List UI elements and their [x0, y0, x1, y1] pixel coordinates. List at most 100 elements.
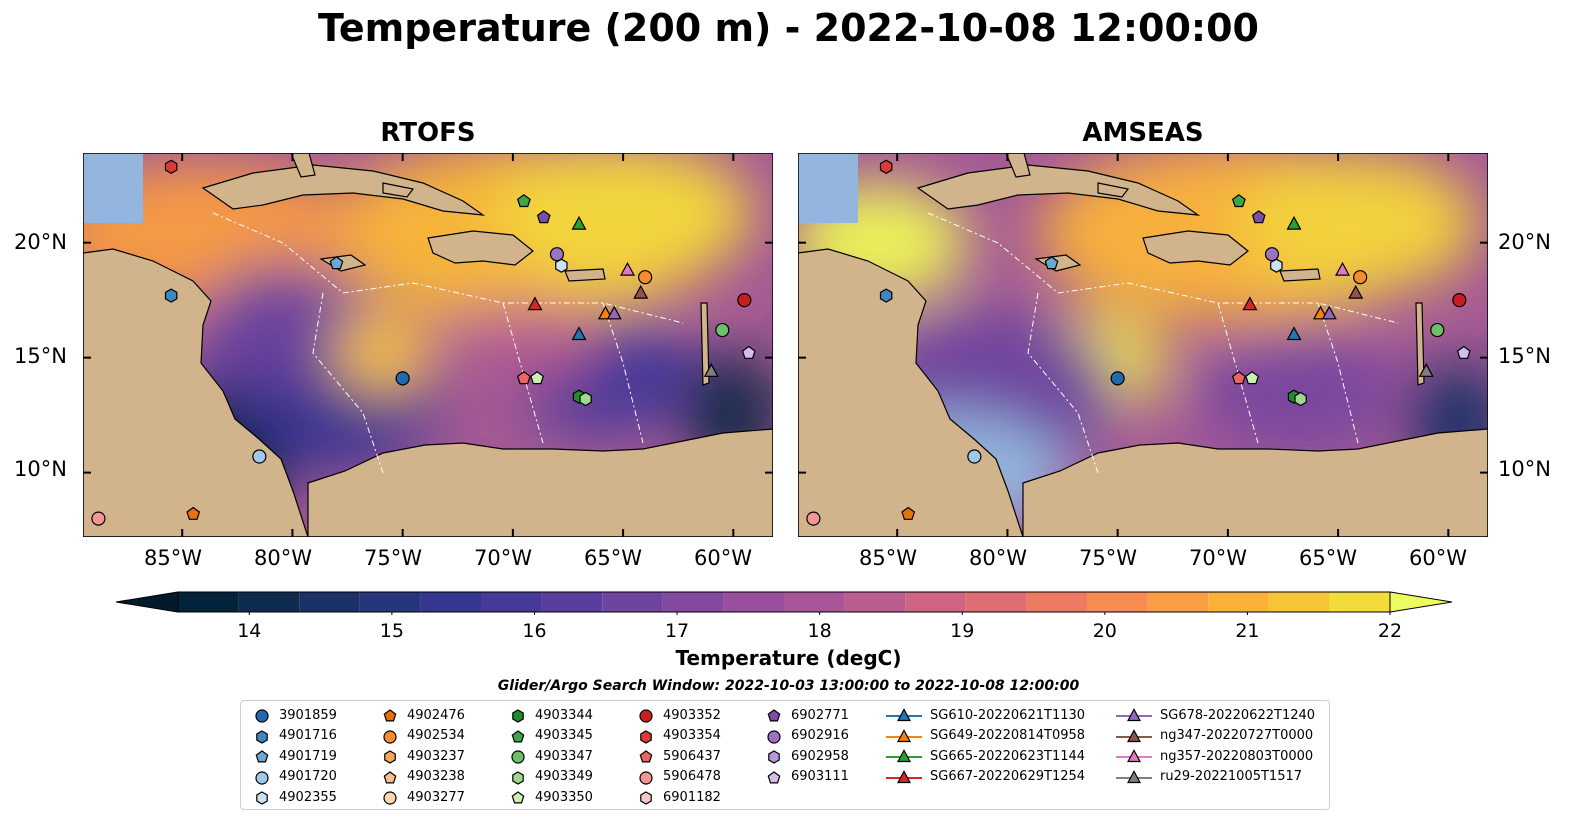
platform-5906478[interactable] — [91, 511, 106, 526]
legend-symbol[interactable] — [512, 709, 524, 723]
platform-ng357-20220803T0000[interactable] — [619, 261, 636, 276]
platform-6903111[interactable] — [741, 345, 756, 359]
legend-symbol[interactable] — [255, 709, 269, 723]
legend-marker-triangle — [886, 749, 922, 763]
platform-4901716[interactable] — [164, 288, 178, 303]
legend-symbol[interactable] — [896, 769, 912, 783]
legend-item-4903352: 4903352 — [637, 705, 721, 725]
platform-6902771[interactable] — [536, 210, 551, 224]
platform-SG610-20220621T1130[interactable] — [1286, 326, 1302, 341]
platform-4902534[interactable] — [1353, 270, 1368, 285]
platform-SG610-20220621T1130[interactable] — [571, 326, 587, 341]
legend-item-6902771: 6902771 — [765, 705, 849, 725]
platform-ru29-20221005T1517[interactable] — [703, 363, 719, 377]
legend-symbol[interactable] — [512, 770, 524, 785]
platform-SG678-20220622T1240[interactable] — [606, 305, 622, 320]
platform-ng357-20220803T0000[interactable] — [1334, 261, 1351, 276]
platform-5906437[interactable] — [516, 371, 531, 385]
platform-4903350[interactable] — [530, 371, 545, 385]
platform-4901716[interactable] — [879, 288, 893, 303]
platform-6902916[interactable] — [549, 247, 565, 262]
legend-symbol[interactable] — [767, 729, 781, 744]
platform-6903111[interactable] — [1456, 345, 1471, 359]
legend-symbol[interactable] — [896, 728, 912, 742]
legend-symbol[interactable] — [767, 770, 781, 783]
platform-4903352[interactable] — [1452, 293, 1467, 308]
platform-4903354[interactable] — [879, 159, 893, 174]
platform-3901859[interactable] — [395, 371, 410, 386]
legend-symbol[interactable] — [511, 791, 525, 804]
legend-label: 4902534 — [407, 728, 465, 743]
legend-symbol[interactable] — [768, 750, 780, 764]
platform-4903354[interactable] — [164, 159, 178, 174]
platform-4903352[interactable] — [737, 293, 752, 308]
legend-symbol[interactable] — [1126, 708, 1142, 722]
legend-label: 5906478 — [663, 769, 721, 784]
platform-4902355[interactable] — [555, 258, 568, 273]
legend-symbol[interactable] — [255, 770, 269, 785]
legend-symbol[interactable] — [767, 709, 781, 722]
legend-symbol[interactable] — [639, 709, 653, 723]
platform-SG678-20220622T1240[interactable] — [1321, 305, 1337, 320]
legend-symbol[interactable] — [896, 749, 912, 763]
legend-symbol[interactable] — [1126, 769, 1142, 783]
platform-4901720[interactable] — [967, 449, 982, 464]
platform-5906437[interactable] — [1231, 371, 1246, 385]
platform-4903345[interactable] — [516, 194, 531, 208]
legend-symbol[interactable] — [639, 770, 653, 785]
platform-4902476[interactable] — [901, 506, 916, 520]
platform-4903347[interactable] — [1430, 322, 1445, 338]
platform-4903347[interactable] — [715, 322, 730, 338]
platform-SG649-20220814T0958[interactable] — [1312, 305, 1328, 320]
platform-6902916[interactable] — [1264, 247, 1280, 262]
rtofs-map[interactable] — [83, 153, 773, 537]
amseas-panel-title: AMSEAS — [1082, 118, 1204, 148]
colorbar-segment-0 — [178, 592, 239, 612]
platform-SG667-20220629T1254[interactable] — [1242, 296, 1258, 311]
legend-symbol[interactable] — [383, 709, 397, 722]
platform-6902771[interactable] — [1251, 210, 1266, 224]
legend-symbol[interactable] — [383, 770, 397, 783]
platform-ng347-20220727T0000[interactable] — [633, 284, 649, 299]
legend-symbol[interactable] — [639, 750, 653, 763]
platform-ru29-20221005T1517[interactable] — [1418, 363, 1434, 377]
legend-symbol[interactable] — [255, 750, 269, 763]
legend-marker-hexagon — [512, 709, 524, 723]
platform-4901719[interactable] — [329, 256, 344, 270]
platform-4903350[interactable] — [1245, 371, 1260, 385]
platform-4903349[interactable] — [579, 391, 592, 407]
legend-symbol[interactable] — [383, 791, 397, 805]
legend-symbol[interactable] — [384, 750, 396, 764]
platform-4903349[interactable] — [1294, 391, 1307, 407]
amseas-map[interactable] — [798, 153, 1488, 537]
platform-4902476[interactable] — [186, 506, 201, 520]
platform-ng347-20220727T0000[interactable] — [1348, 284, 1364, 299]
legend-symbol[interactable] — [256, 729, 268, 744]
legend-symbol[interactable] — [256, 791, 268, 805]
legend-symbol[interactable] — [896, 708, 912, 722]
platform-4902355[interactable] — [1270, 258, 1283, 273]
platform-SG649-20220814T0958[interactable] — [597, 305, 613, 320]
platform-SG667-20220629T1254[interactable] — [527, 296, 543, 311]
platform-SG665-20220623T1144[interactable] — [571, 215, 587, 230]
legend-symbol[interactable] — [1126, 728, 1142, 742]
legend-symbol[interactable] — [511, 729, 525, 742]
platform-4902534[interactable] — [638, 270, 653, 285]
legend-symbol[interactable] — [511, 750, 525, 764]
platform-3901859[interactable] — [1110, 371, 1125, 386]
platform-5906478[interactable] — [806, 511, 821, 526]
legend-symbol[interactable] — [383, 729, 397, 744]
legend-item-4903347: 4903347 — [509, 746, 593, 766]
colorbar-segment-6 — [541, 592, 603, 612]
legend-symbol[interactable] — [640, 729, 652, 744]
platform-4903345[interactable] — [1231, 194, 1246, 208]
cuba-land — [916, 164, 1201, 216]
legend-symbol[interactable] — [1126, 749, 1142, 763]
legend-label: 4903354 — [663, 728, 721, 743]
legend-item-4903349: 4903349 — [509, 767, 593, 787]
platform-4901720[interactable] — [252, 449, 267, 464]
platform-4901719[interactable] — [1044, 256, 1059, 270]
platform-SG665-20220623T1144[interactable] — [1286, 215, 1302, 230]
legend-symbol[interactable] — [640, 791, 652, 805]
hispaniola-land — [1142, 230, 1249, 266]
